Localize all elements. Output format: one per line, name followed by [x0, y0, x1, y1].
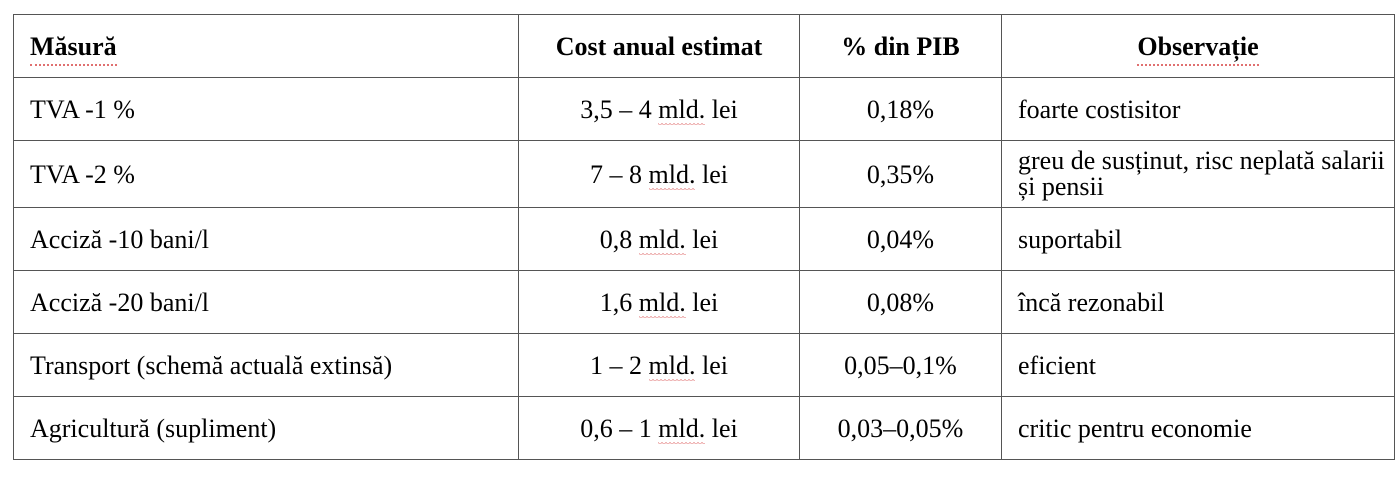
- spellcheck-dotted-underline: [30, 63, 117, 66]
- header-cost-label: Cost anual estimat: [555, 31, 763, 61]
- header-cost: Cost anual estimat: [518, 14, 800, 78]
- header-gdp: % din PIB: [799, 14, 1002, 78]
- cell-measure: Acciză -20 bani/l: [13, 270, 519, 334]
- cell-cost: 1 – 2 mld. lei: [518, 333, 800, 397]
- cost-unit: mld.: [658, 413, 706, 443]
- cost-currency: lei: [705, 413, 738, 443]
- spellcheck-wavy-underline: [648, 378, 696, 383]
- header-measure: Măsură: [13, 14, 519, 78]
- cell-cost: 0,8 mld. lei: [518, 207, 800, 271]
- cost-currency: lei: [695, 350, 728, 380]
- table-row: Agricultură (supliment) 0,6 – 1 mld. lei…: [13, 396, 1395, 460]
- spellcheck-wavy-underline: [648, 187, 696, 192]
- cell-measure: Acciză -10 bani/l: [13, 207, 519, 271]
- cost-unit: mld.: [638, 224, 686, 254]
- cell-cost: 1,6 mld. lei: [518, 270, 800, 334]
- cell-gdp: 0,03–0,05%: [799, 396, 1002, 460]
- cell-note: greu de susținut, risc neplată salarii ș…: [1001, 140, 1395, 208]
- spellcheck-wavy-underline: [658, 122, 706, 127]
- cell-gdp: 0,35%: [799, 140, 1002, 208]
- cell-measure: Transport (schemă actuală extinsă): [13, 333, 519, 397]
- cell-gdp: 0,18%: [799, 77, 1002, 141]
- spellcheck-wavy-underline: [658, 441, 706, 446]
- cost-value: 0,6 – 1: [580, 413, 659, 443]
- cost-unit: mld.: [638, 287, 686, 317]
- header-note: Observație: [1001, 14, 1395, 78]
- cell-cost: 7 – 8 mld. lei: [518, 140, 800, 208]
- table-row: TVA -2 % 7 – 8 mld. lei 0,35% greu de su…: [13, 140, 1395, 208]
- cell-note: eficient: [1001, 333, 1395, 397]
- cell-note-text: greu de susținut, risc neplată salarii ș…: [1018, 146, 1385, 201]
- table-header-row: Măsură Cost anual estimat % din PIB Obse…: [13, 14, 1395, 78]
- cell-gdp: 0,04%: [799, 207, 1002, 271]
- header-note-label: Observație: [1137, 31, 1259, 61]
- header-gdp-label: % din PIB: [841, 31, 960, 61]
- table-row: Transport (schemă actuală extinsă) 1 – 2…: [13, 333, 1395, 397]
- cell-note: foarte costisitor: [1001, 77, 1395, 141]
- cost-value: 1,6: [599, 287, 639, 317]
- cost-currency: lei: [685, 287, 719, 317]
- table-row: TVA -1 % 3,5 – 4 mld. lei 0,18% foarte c…: [13, 77, 1395, 141]
- header-measure-label: Măsură: [30, 31, 117, 61]
- cell-measure: Agricultură (supliment): [13, 396, 519, 460]
- cell-gdp: 0,08%: [799, 270, 1002, 334]
- cell-gdp: 0,05–0,1%: [799, 333, 1002, 397]
- measures-cost-table: Măsură Cost anual estimat % din PIB Obse…: [13, 14, 1395, 460]
- table-row: Acciză -20 bani/l 1,6 mld. lei 0,08% înc…: [13, 270, 1395, 334]
- cell-note: suportabil: [1001, 207, 1395, 271]
- cell-measure: TVA -1 %: [13, 77, 519, 141]
- spellcheck-wavy-underline: [638, 252, 686, 257]
- cost-currency: lei: [685, 224, 719, 254]
- cell-cost: 3,5 – 4 mld. lei: [518, 77, 800, 141]
- cell-measure: TVA -2 %: [13, 140, 519, 208]
- spellcheck-wavy-underline: [638, 315, 686, 320]
- cost-value: 0,8: [599, 224, 639, 254]
- cost-currency: lei: [695, 159, 728, 189]
- cost-value: 3,5 – 4: [580, 94, 659, 124]
- cell-cost: 0,6 – 1 mld. lei: [518, 396, 800, 460]
- cost-currency: lei: [705, 94, 738, 124]
- cost-unit: mld.: [658, 94, 706, 124]
- cell-note: critic pentru economie: [1001, 396, 1395, 460]
- cell-note: încă rezonabil: [1001, 270, 1395, 334]
- cost-unit: mld.: [648, 350, 696, 380]
- cost-value: 1 – 2: [590, 350, 649, 380]
- cost-unit: mld.: [648, 159, 696, 189]
- spellcheck-dotted-underline: [1137, 63, 1259, 66]
- cost-value: 7 – 8: [590, 159, 649, 189]
- table-row: Acciză -10 bani/l 0,8 mld. lei 0,04% sup…: [13, 207, 1395, 271]
